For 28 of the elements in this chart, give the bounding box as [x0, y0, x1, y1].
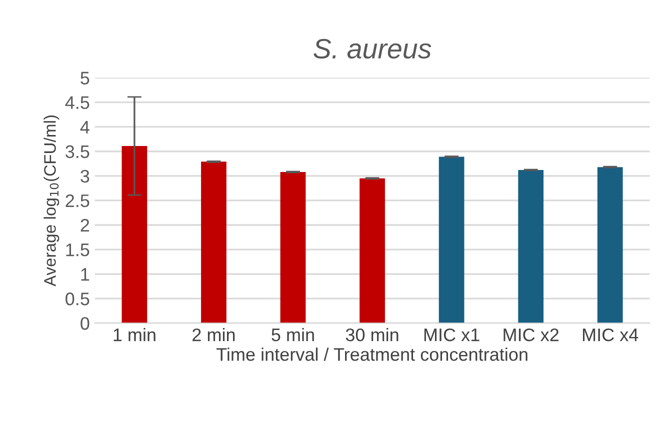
bar	[280, 172, 306, 324]
x-tick-label: 1 min	[114, 328, 156, 342]
y-tick-label: 4.5	[65, 96, 90, 110]
bar	[518, 170, 544, 324]
y-tick-label: 2.5	[66, 194, 90, 208]
y-tick-label: 4	[80, 120, 90, 134]
bar	[201, 162, 226, 324]
y-axis-title: Average log$_{10}$(CFU/ml)	[44, 116, 60, 286]
x-tick-label: MIC x2	[504, 328, 559, 342]
y-tick-label: 1	[81, 268, 90, 281]
y-tick-label: 2	[80, 218, 90, 232]
bar	[597, 167, 623, 324]
x-tick-label: 2 min	[192, 328, 235, 342]
x-axis-title: Time interval / Treatment concentration	[216, 348, 528, 361]
x-tick-label: MIC x1	[424, 328, 480, 342]
chart-title: S. aureus	[314, 38, 432, 59]
y-tick-label: 0.5	[66, 292, 90, 306]
bar	[438, 156, 464, 324]
y-tick-label: 3.5	[66, 145, 90, 158]
y-tick-label: 3	[80, 170, 90, 183]
bar	[122, 146, 148, 324]
y-tick-label: 0	[80, 317, 90, 330]
y-tick-label: 5	[80, 72, 90, 84]
x-tick-label: 30 min	[346, 328, 398, 342]
x-tick-label: 5 min	[272, 328, 314, 342]
y-tick-label: 1.5	[66, 244, 90, 256]
x-tick-label: MIC x4	[582, 328, 638, 342]
bar	[360, 178, 385, 324]
